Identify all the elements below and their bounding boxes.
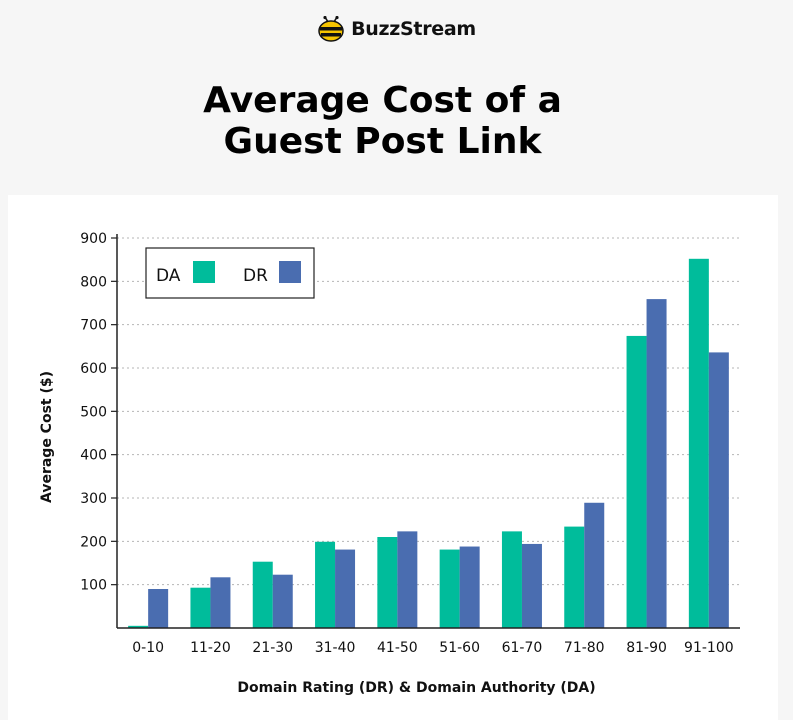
bar-da-51-60 <box>439 549 460 628</box>
bar-dr-31-40 <box>335 549 356 628</box>
y-tick-label: 400 <box>80 448 107 464</box>
bar-da-61-70 <box>501 531 522 628</box>
bee-icon <box>318 16 344 42</box>
bar-da-91-100 <box>688 258 709 628</box>
x-tick-label: 61-70 <box>502 640 543 656</box>
y-tick-label: 600 <box>80 361 107 377</box>
bar-dr-0-10 <box>148 589 169 628</box>
x-tick-label: 21-30 <box>252 640 293 656</box>
y-tick-label: 300 <box>80 491 107 507</box>
y-axis-label: Average Cost ($) <box>39 370 55 504</box>
bar-da-0-10 <box>128 625 149 628</box>
y-tick-label: 500 <box>80 404 107 420</box>
brand-logo: BuzzStream <box>0 16 793 42</box>
bar-dr-91-100 <box>708 352 729 628</box>
bar-dr-21-30 <box>272 574 293 628</box>
x-tick-label: 31-40 <box>315 640 356 656</box>
x-tick-label: 11-20 <box>190 640 231 656</box>
legend-swatch-da <box>193 261 215 283</box>
bar-da-41-50 <box>377 537 398 628</box>
legend-swatch-dr <box>279 261 301 283</box>
bar-dr-81-90 <box>646 299 667 628</box>
x-tick-label: 71-80 <box>564 640 605 656</box>
x-tick-label: 51-60 <box>439 640 480 656</box>
x-tick-label: 91-100 <box>684 640 734 656</box>
bar-dr-41-50 <box>397 531 418 628</box>
bar-dr-71-80 <box>584 502 605 628</box>
bar-dr-51-60 <box>459 546 480 628</box>
bar-da-21-30 <box>252 561 273 628</box>
x-tick-label: 0-10 <box>132 640 164 656</box>
legend-label-dr: DR <box>243 266 268 286</box>
bar-da-31-40 <box>315 541 336 628</box>
bar-dr-11-20 <box>210 577 231 628</box>
y-tick-label: 800 <box>80 274 107 290</box>
chart-title: Average Cost of a Guest Post Link <box>0 80 765 162</box>
y-tick-label: 200 <box>80 534 107 550</box>
bar-da-71-80 <box>564 526 585 628</box>
bar-da-81-90 <box>626 335 647 628</box>
chart-title-line-1: Average Cost of a <box>203 80 562 121</box>
legend-label-da: DA <box>156 266 181 286</box>
bar-dr-61-70 <box>521 543 542 628</box>
y-tick-label: 700 <box>80 318 107 334</box>
x-tick-label: 41-50 <box>377 640 418 656</box>
bar-da-11-20 <box>190 587 211 628</box>
x-axis-label: Domain Rating (DR) & Domain Authority (D… <box>237 680 596 696</box>
brand-name: BuzzStream <box>351 18 476 40</box>
y-tick-label: 900 <box>80 231 107 247</box>
x-tick-label: 81-90 <box>626 640 667 656</box>
y-tick-label: 100 <box>80 578 107 594</box>
chart-title-line-2: Guest Post Link <box>223 121 542 162</box>
